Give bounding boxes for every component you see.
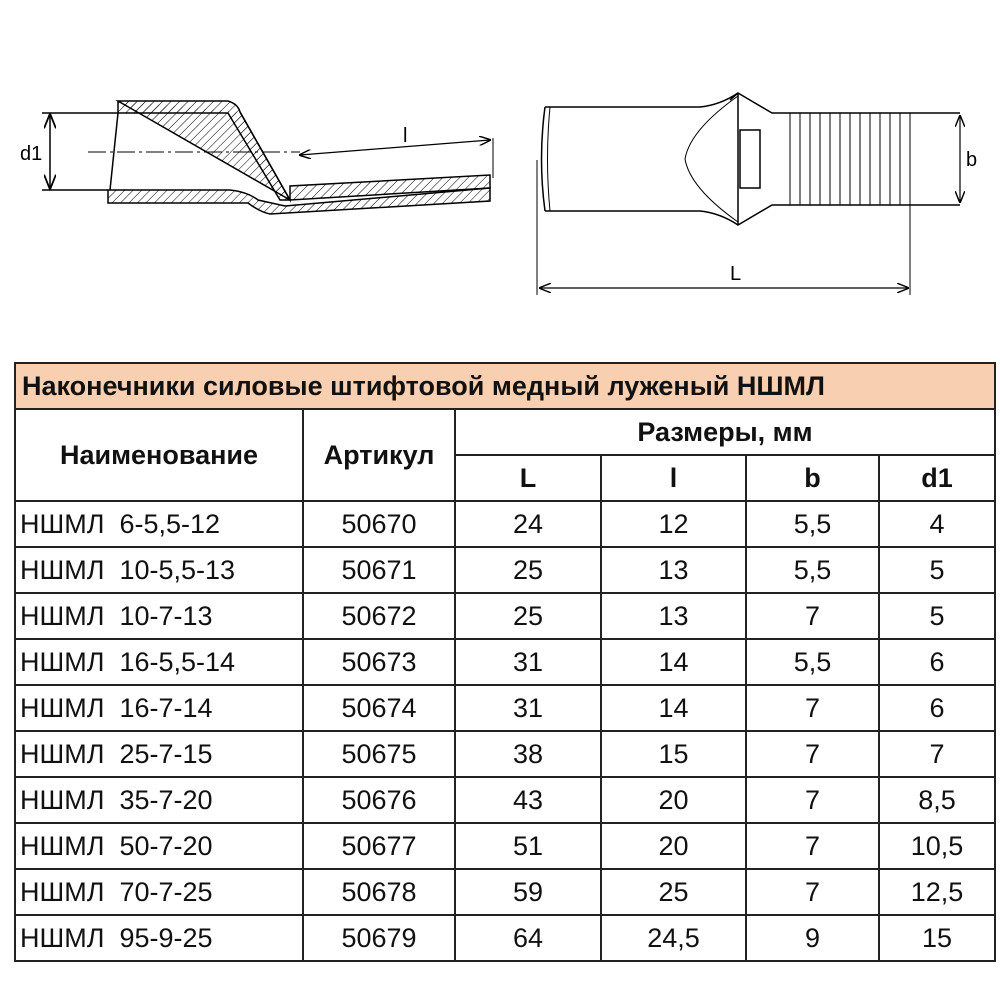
cell-article: 50673 <box>302 638 456 686</box>
cell-L: 25 <box>454 546 602 594</box>
cell-name: НШМЛ 25-7-15 <box>14 730 304 778</box>
cell-l: 13 <box>600 592 747 640</box>
cell-article: 50674 <box>302 684 456 732</box>
cell-L: 38 <box>454 730 602 778</box>
label-d1: d1 <box>20 143 42 165</box>
cell-l: 20 <box>600 776 747 824</box>
cell-L: 24 <box>454 500 602 548</box>
header-b: b <box>745 454 880 502</box>
knurling <box>789 113 911 205</box>
header-l: l <box>600 454 747 502</box>
cell-d1: 8,5 <box>877 776 997 824</box>
cell-L: 25 <box>454 592 602 640</box>
label-l: l <box>403 125 407 147</box>
cell-b: 7 <box>745 684 880 732</box>
cell-l: 24,5 <box>600 914 747 962</box>
cell-d1: 5 <box>877 592 997 640</box>
table-row: НШМЛ 10-7-13 50672 25 13 7 5 <box>14 592 997 640</box>
cell-l: 15 <box>600 730 747 778</box>
cell-b: 7 <box>745 776 880 824</box>
table-row: НШМЛ 16-5,5-14 50673 31 14 5,5 6 <box>14 638 997 686</box>
cell-l: 13 <box>600 546 747 594</box>
cell-article: 50676 <box>302 776 456 824</box>
cell-d1: 7 <box>877 730 997 778</box>
cell-d1: 6 <box>877 638 997 686</box>
label-b: b <box>966 149 977 171</box>
cell-name: НШМЛ 10-7-13 <box>14 592 304 640</box>
cell-name: НШМЛ 16-7-14 <box>14 684 304 732</box>
header-article: Артикул <box>302 408 456 502</box>
cell-L: 59 <box>454 868 602 916</box>
cell-b: 7 <box>745 592 880 640</box>
cell-article: 50677 <box>302 822 456 870</box>
cell-L: 31 <box>454 684 602 732</box>
cell-l: 20 <box>600 822 747 870</box>
cell-b: 5,5 <box>745 500 880 548</box>
table-row: НШМЛ 50-7-20 50677 51 20 7 10,5 <box>14 822 997 870</box>
cell-d1: 10,5 <box>877 822 997 870</box>
cell-d1: 5 <box>877 546 997 594</box>
cell-b: 5,5 <box>745 638 880 686</box>
table-row: НШМЛ 35-7-20 50676 43 20 7 8,5 <box>14 776 997 824</box>
cell-d1: 15 <box>877 914 997 962</box>
cell-l: 25 <box>600 868 747 916</box>
cell-L: 31 <box>454 638 602 686</box>
header-dimensions: Размеры, мм <box>453 408 997 456</box>
cell-name: НШМЛ 16-5,5-14 <box>14 638 304 686</box>
cell-d1: 4 <box>877 500 997 548</box>
cell-name: НШМЛ 95-9-25 <box>14 914 304 962</box>
table-row: НШМЛ 10-5,5-13 50671 25 13 5,5 5 <box>14 546 997 594</box>
cell-L: 64 <box>454 914 602 962</box>
cell-l: 12 <box>600 500 747 548</box>
cell-L: 43 <box>454 776 602 824</box>
table-row: НШМЛ 6-5,5-12 50670 24 12 5,5 4 <box>14 500 997 548</box>
header-d1: d1 <box>877 454 997 502</box>
table-row: НШМЛ 16-7-14 50674 31 14 7 6 <box>14 684 997 732</box>
cell-article: 50678 <box>302 868 456 916</box>
cell-b: 9 <box>745 914 880 962</box>
cell-l: 14 <box>600 638 747 686</box>
cell-name: НШМЛ 50-7-20 <box>14 822 304 870</box>
cell-name: НШМЛ 6-5,5-12 <box>14 500 304 548</box>
header-L: L <box>454 454 602 502</box>
section-view-drawing <box>42 100 494 215</box>
cell-article: 50679 <box>302 914 456 962</box>
cell-L: 51 <box>454 822 602 870</box>
table-row: НШМЛ 25-7-15 50675 38 15 7 7 <box>14 730 997 778</box>
cell-article: 50670 <box>302 500 456 548</box>
cell-name: НШМЛ 35-7-20 <box>14 776 304 824</box>
table-title: Наконечники силовые штифтовой медный луж… <box>13 362 997 410</box>
cell-article: 50671 <box>302 546 456 594</box>
header-name: Наименование <box>14 408 304 502</box>
table-row: НШМЛ 95-9-25 50679 64 24,5 9 15 <box>14 914 997 962</box>
technical-drawings: d1 l b L <box>20 92 977 295</box>
label-L: L <box>730 263 741 285</box>
cell-b: 7 <box>745 868 880 916</box>
cell-d1: 6 <box>877 684 997 732</box>
table-row: НШМЛ 70-7-25 50678 59 25 7 12,5 <box>14 868 997 916</box>
specs-table: Наконечники силовые штифтовой медный луж… <box>13 362 997 962</box>
cell-b: 7 <box>745 730 880 778</box>
cell-d1: 12,5 <box>877 868 997 916</box>
cell-article: 50675 <box>302 730 456 778</box>
cell-b: 5,5 <box>745 546 880 594</box>
outside-view-drawing <box>536 92 960 295</box>
cell-name: НШМЛ 70-7-25 <box>14 868 304 916</box>
cell-article: 50672 <box>302 592 456 640</box>
cell-l: 14 <box>600 684 747 732</box>
cell-b: 7 <box>745 822 880 870</box>
cell-name: НШМЛ 10-5,5-13 <box>14 546 304 594</box>
